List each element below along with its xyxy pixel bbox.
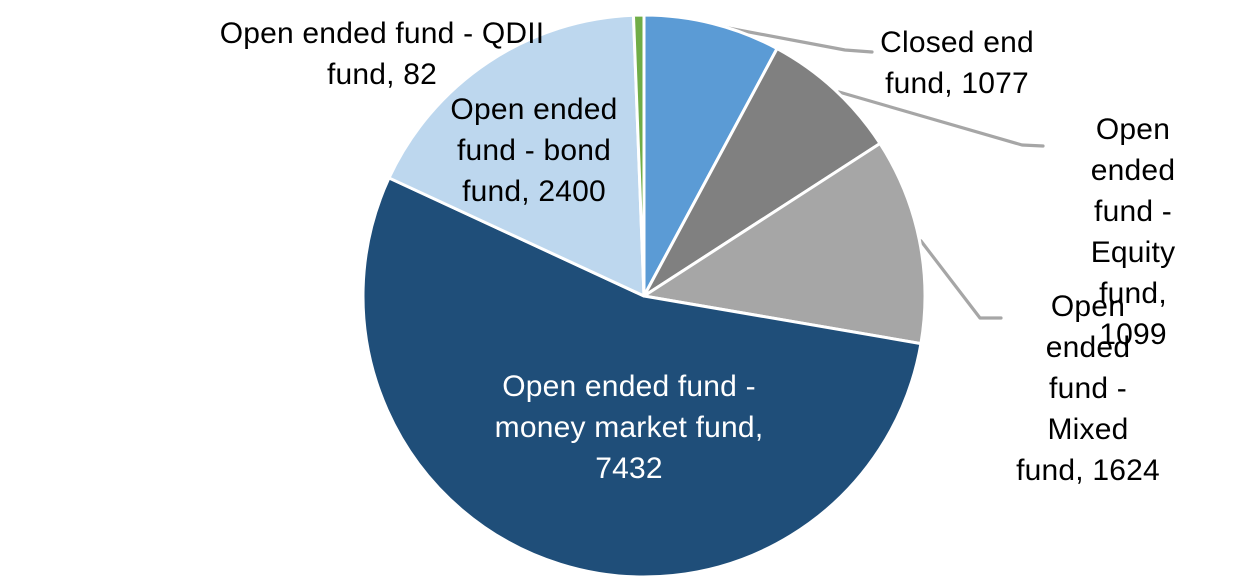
leader-line-open-ended-mixed-fund bbox=[919, 239, 1003, 320]
pie-slices bbox=[361, 13, 927, 579]
pie-slice-open-ended-equity-fund bbox=[642, 47, 882, 298]
leader-line-open-ended-equity-fund bbox=[837, 90, 1045, 148]
leader-lines bbox=[710, 23, 1045, 320]
label-open-ended-money-market-fund: Open ended fund - money market fund, 743… bbox=[494, 370, 764, 485]
pie-slice-open-ended-money-market-fund bbox=[361, 176, 923, 579]
label-closed-end-fund: Closed end fund, 1077 bbox=[880, 26, 1034, 100]
pie-slice-closed-end-fund bbox=[642, 13, 779, 298]
pie-slice-open-ended-qdii-fund bbox=[631, 13, 646, 298]
pie-slice-open-ended-mixed-fund bbox=[642, 141, 927, 346]
pie-slice-open-ended-bond-fund bbox=[387, 13, 646, 298]
label-open-ended-bond-fund: Open ended fund - bond fund, 2400 bbox=[450, 93, 618, 208]
leader-line-closed-end-fund bbox=[710, 23, 874, 54]
label-open-ended-mixed-fund: Open ended fund - Mixed fund, 1624 bbox=[1016, 290, 1160, 487]
label-open-ended-qdii-fund: Open ended fund - QDII fund, 82 bbox=[219, 17, 545, 91]
label-open-ended-equity-fund: Open ended fund - Equity fund, 1099 bbox=[1090, 113, 1176, 351]
